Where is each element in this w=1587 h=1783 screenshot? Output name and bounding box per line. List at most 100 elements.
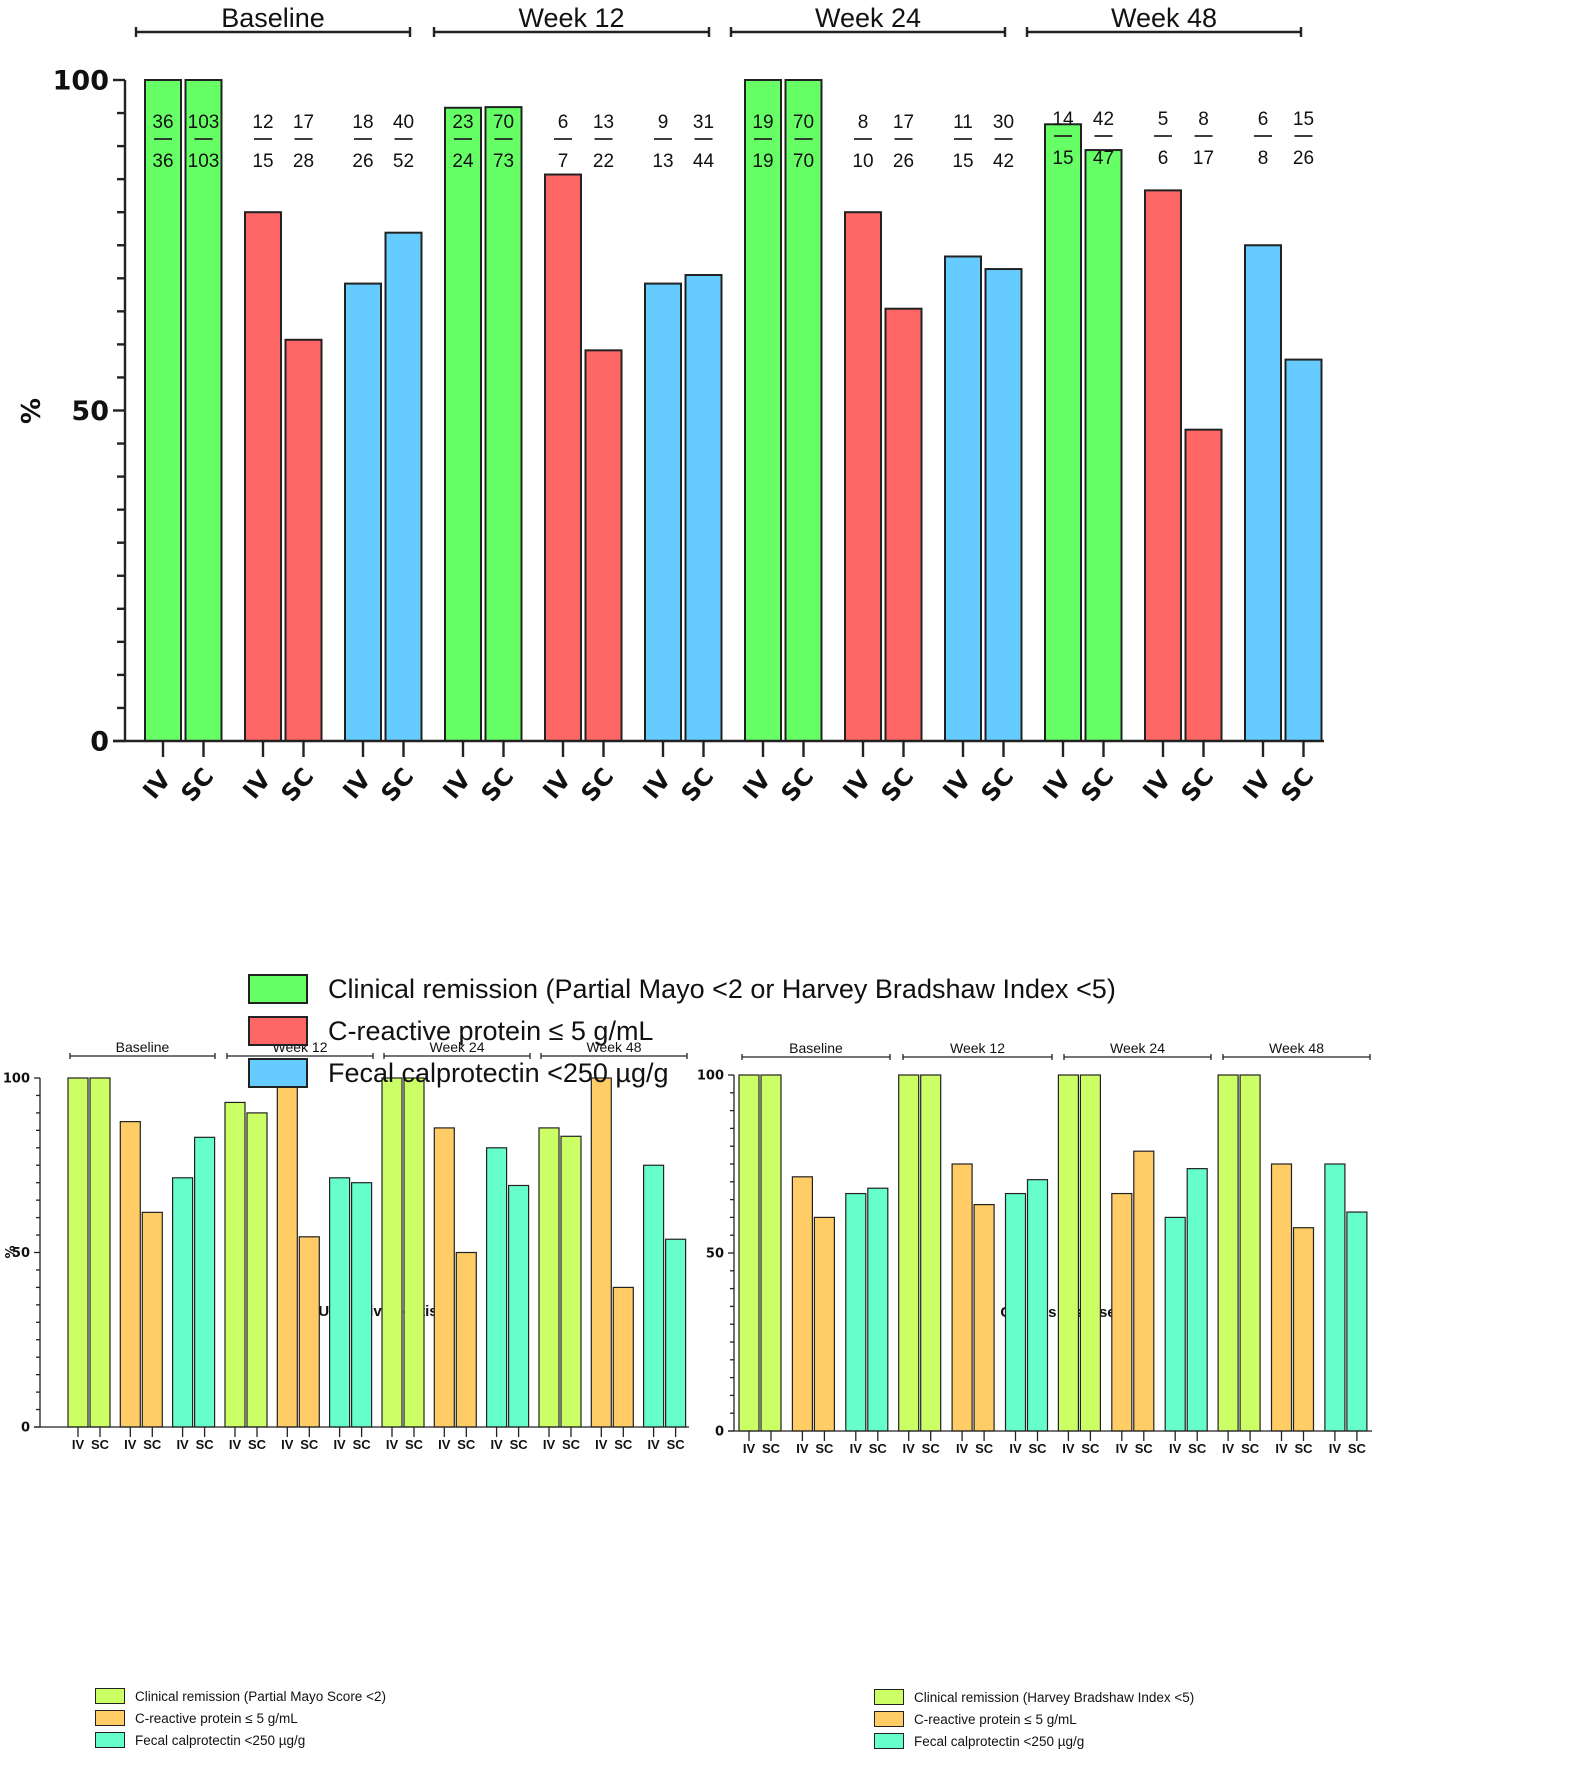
bar bbox=[1217, 1074, 1239, 1432]
legend-label: C-reactive protein ≤ 5 g/mL bbox=[328, 1015, 654, 1046]
bar bbox=[844, 211, 882, 742]
x-tick-label: SC bbox=[922, 1441, 941, 1456]
x-tick-label: IV bbox=[237, 765, 276, 804]
fraction-numerator: 70 bbox=[493, 112, 514, 133]
group-label: Week 24 bbox=[815, 3, 921, 33]
x-tick-label: IV bbox=[543, 1437, 556, 1452]
legend-item-fecal-calprotectin: Fecal calprotectin <250 µg/g bbox=[95, 1729, 386, 1751]
bar bbox=[973, 1203, 995, 1432]
fraction-label: 12 15 bbox=[252, 112, 273, 172]
x-tick-label: SC bbox=[1276, 763, 1320, 808]
bar bbox=[538, 1127, 560, 1428]
fraction-denominator: 103 bbox=[188, 151, 220, 172]
fraction-numerator: 103 bbox=[188, 112, 220, 133]
fraction-numerator: 70 bbox=[793, 112, 814, 133]
fraction-numerator: 36 bbox=[152, 112, 173, 133]
x-tick-label: SC bbox=[667, 1437, 686, 1452]
bar bbox=[1270, 1163, 1293, 1432]
bar bbox=[1133, 1150, 1155, 1432]
legend-uc: Clinical remission (Partial Mayo Score <… bbox=[95, 1685, 386, 1751]
legend-swatch bbox=[95, 1710, 125, 1726]
x-tick-label: SC bbox=[353, 1437, 372, 1452]
fraction-label: 68 bbox=[1254, 109, 1272, 169]
fraction-label: 40 52 bbox=[393, 112, 414, 172]
y-tick-label: 100 bbox=[3, 1072, 30, 1087]
bar bbox=[1004, 1192, 1027, 1432]
bar bbox=[951, 1163, 973, 1432]
fraction-label: 8 10 bbox=[852, 112, 873, 172]
group-label: Week 48 bbox=[587, 1039, 642, 1055]
group-bracket: Week 24 bbox=[729, 3, 1007, 37]
fraction-label: 31 44 bbox=[693, 112, 715, 172]
x-tick-label: IV bbox=[438, 1437, 451, 1452]
fraction-label: 9 13 bbox=[652, 112, 673, 172]
fraction-numerator: 8 bbox=[1198, 109, 1209, 130]
fraction-denominator: 7 bbox=[558, 151, 569, 172]
fraction-denominator: 52 bbox=[393, 151, 414, 172]
x-tick-label: IV bbox=[1275, 1441, 1288, 1456]
bar bbox=[760, 1074, 782, 1432]
x-tick-label: IV bbox=[137, 765, 176, 804]
legend-swatch bbox=[874, 1711, 904, 1727]
legend-item-fecal-calprotectin: Fecal calprotectin <250 µg/g bbox=[874, 1730, 1194, 1752]
fraction-label: 30 42 bbox=[993, 112, 1014, 172]
x-tick-label: IV bbox=[647, 1437, 660, 1452]
x-tick-label: SC bbox=[176, 763, 220, 808]
bar bbox=[384, 231, 423, 742]
bar bbox=[612, 1286, 634, 1428]
y-tick-label: 0 bbox=[90, 727, 109, 758]
bar bbox=[119, 1121, 141, 1428]
y-tick-label: 0 bbox=[715, 1425, 724, 1440]
y-tick-label: 0 bbox=[21, 1421, 30, 1436]
x-tick-label: IV bbox=[72, 1437, 85, 1452]
legend-label: Clinical remission (Partial Mayo Score <… bbox=[135, 1688, 386, 1704]
group-label: Baseline bbox=[116, 1039, 170, 1055]
fraction-denominator: 28 bbox=[293, 151, 314, 172]
bar bbox=[381, 1077, 403, 1428]
x-tick-label: IV bbox=[229, 1437, 242, 1452]
bar bbox=[1084, 149, 1123, 743]
fraction-label: 42 47 bbox=[1093, 109, 1114, 169]
fraction-denominator: 42 bbox=[993, 151, 1014, 172]
x-tick-label: SC bbox=[975, 1441, 994, 1456]
bar bbox=[194, 1136, 216, 1428]
x-tick-label: SC bbox=[1294, 1441, 1313, 1456]
bar bbox=[1284, 358, 1323, 742]
fraction-numerator: 42 bbox=[1093, 109, 1114, 130]
fraction-label: 67 bbox=[554, 112, 572, 172]
legend-swatch bbox=[874, 1733, 904, 1749]
bar bbox=[184, 79, 223, 742]
group-bracket: Week 48 bbox=[1222, 1040, 1371, 1060]
legend-swatch bbox=[95, 1732, 125, 1748]
x-tick-label: SC bbox=[1135, 1441, 1154, 1456]
fraction-numerator: 11 bbox=[953, 112, 973, 133]
x-tick-label: SC bbox=[405, 1437, 424, 1452]
y-tick-label: 50 bbox=[71, 396, 109, 427]
x-tick-label: IV bbox=[1009, 1441, 1022, 1456]
bar bbox=[642, 1164, 665, 1428]
bar bbox=[455, 1251, 477, 1428]
fraction-numerator: 17 bbox=[893, 112, 914, 133]
legend-cd: Clinical remission (Harvey Bradshaw Inde… bbox=[874, 1686, 1194, 1752]
x-tick-label: IV bbox=[595, 1437, 608, 1452]
bar bbox=[284, 338, 323, 742]
bar bbox=[351, 1182, 373, 1428]
x-tick-label: SC bbox=[869, 1441, 888, 1456]
fraction-label: 8 17 bbox=[1193, 109, 1214, 169]
bar bbox=[1186, 1168, 1208, 1432]
bar bbox=[684, 273, 723, 742]
legend-swatch bbox=[95, 1688, 125, 1704]
x-tick-label: IV bbox=[637, 765, 676, 804]
bar bbox=[1324, 1163, 1346, 1432]
group-bracket: Baseline bbox=[69, 1039, 216, 1059]
bar bbox=[246, 1112, 268, 1428]
legend-swatch bbox=[248, 1058, 308, 1088]
x-tick-label: SC bbox=[815, 1441, 834, 1456]
x-tick-label: IV bbox=[337, 765, 376, 804]
fraction-label: 70 73 bbox=[493, 112, 514, 172]
x-tick-label: SC bbox=[1176, 763, 1220, 808]
x-tick-label: SC bbox=[376, 763, 420, 808]
